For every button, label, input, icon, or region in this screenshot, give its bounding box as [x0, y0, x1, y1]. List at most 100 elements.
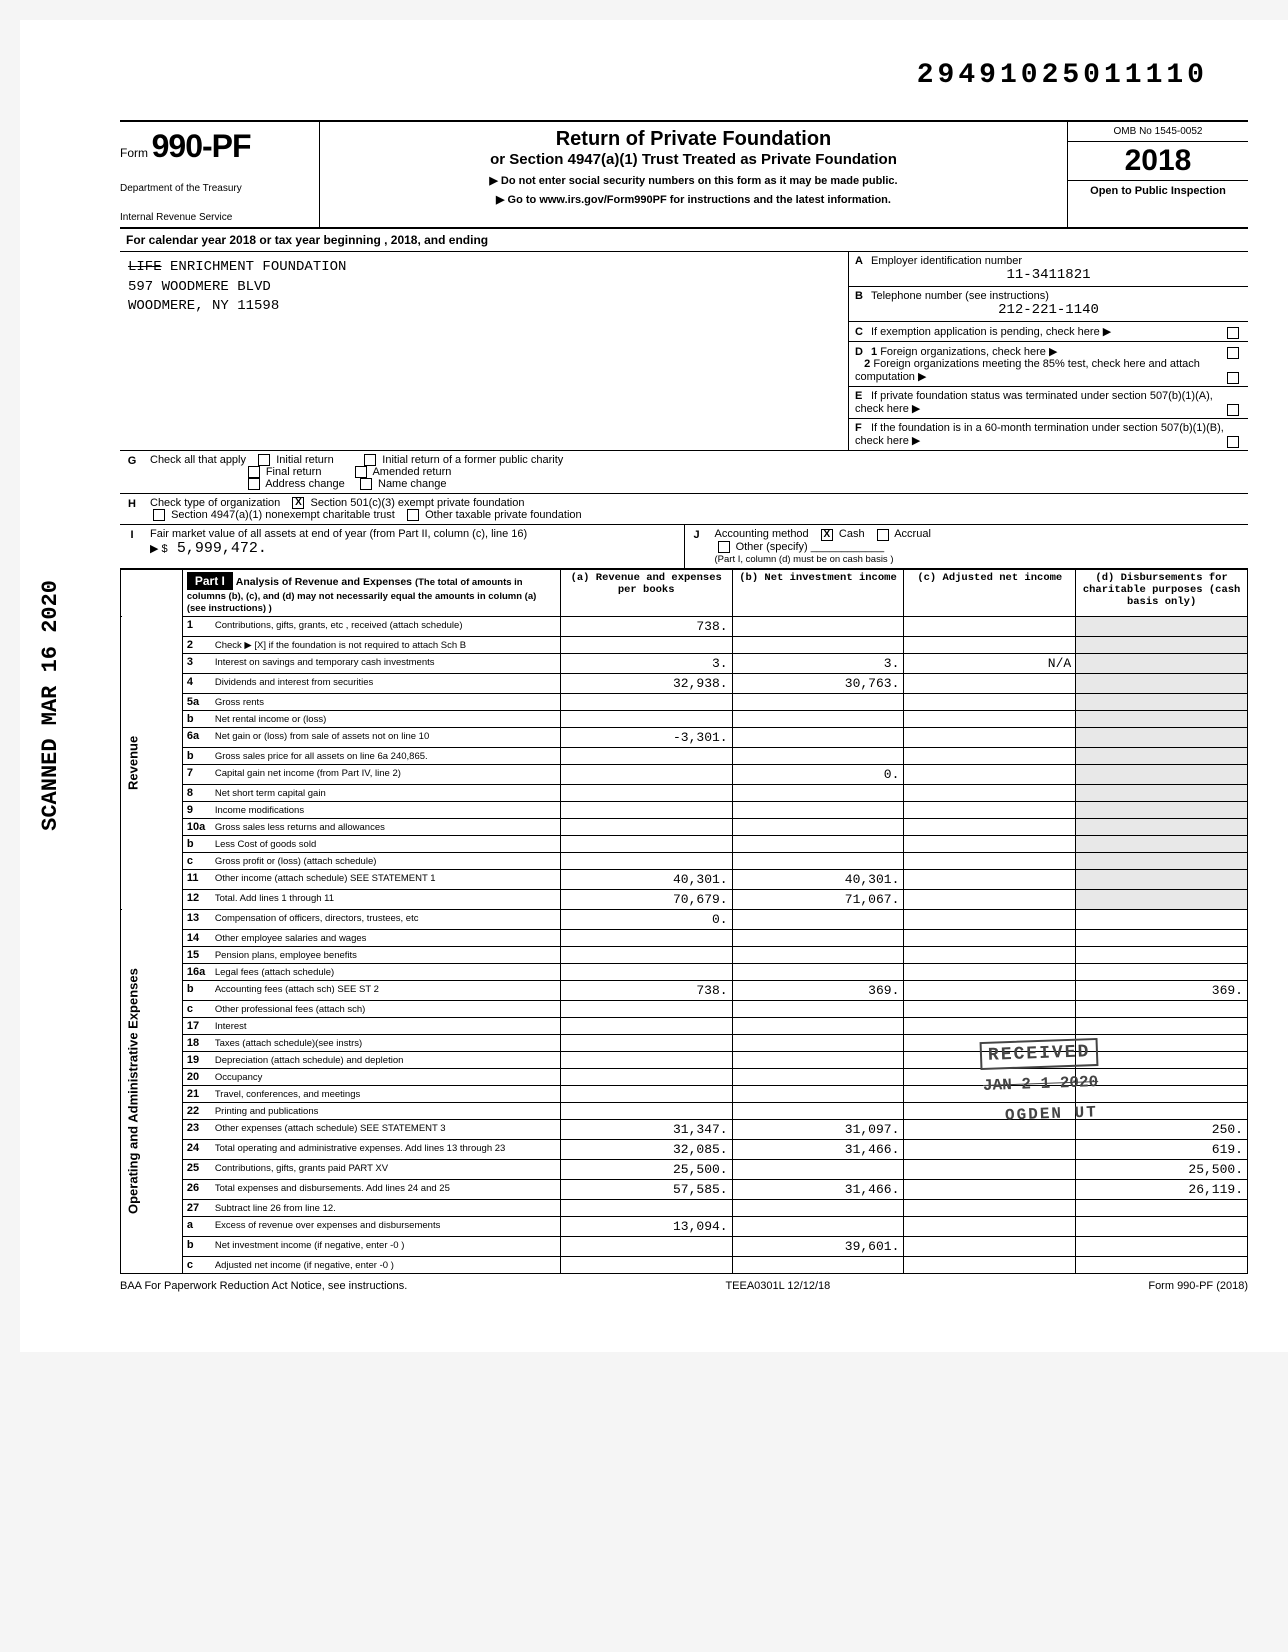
cell-b: [732, 1216, 904, 1236]
cell-a: 3.: [560, 653, 732, 673]
cell-b: [732, 1034, 904, 1051]
cell-a: 32,085.: [560, 1139, 732, 1159]
cell-d: [1076, 636, 1248, 653]
row-desc: bAccounting fees (attach sch) SEE ST 2: [182, 980, 560, 1000]
cell-d: [1076, 1051, 1248, 1068]
g-final-return[interactable]: [248, 466, 260, 478]
cell-d: [1076, 929, 1248, 946]
cell-a: [560, 852, 732, 869]
cell-d: [1076, 1236, 1248, 1256]
table-row: aExcess of revenue over expenses and dis…: [121, 1216, 1248, 1236]
cell-a: 70,679.: [560, 889, 732, 909]
box-b: BTelephone number (see instructions) 212…: [849, 287, 1248, 322]
g-amended[interactable]: [355, 466, 367, 478]
omb-number: OMB No 1545-0052: [1068, 122, 1248, 142]
box-b-label: Telephone number (see instructions): [871, 290, 1049, 302]
cell-d: [1076, 653, 1248, 673]
table-row: 6aNet gain or (loss) from sale of assets…: [121, 727, 1248, 747]
cell-a: [560, 784, 732, 801]
cell-d: 250.: [1076, 1119, 1248, 1139]
ein-value: 11-3411821: [855, 267, 1242, 283]
cell-b: 31,466.: [732, 1139, 904, 1159]
row-desc: 12Total. Add lines 1 through 11: [182, 889, 560, 909]
cell-c: [904, 909, 1076, 929]
row-desc: 14Other employee salaries and wages: [182, 929, 560, 946]
cell-d: [1076, 1085, 1248, 1102]
row-desc: 5aGross rents: [182, 693, 560, 710]
form-header: Form 990-PF Department of the Treasury I…: [120, 120, 1248, 229]
cell-b: [732, 852, 904, 869]
calendar-year-row: For calendar year 2018 or tax year begin…: [120, 229, 1248, 252]
cell-b: [732, 1256, 904, 1273]
cell-a: [560, 1085, 732, 1102]
cell-b: [732, 1102, 904, 1119]
row-desc: 3Interest on savings and temporary cash …: [182, 653, 560, 673]
table-row: 27Subtract line 26 from line 12.: [121, 1199, 1248, 1216]
box-c-checkbox[interactable]: [1227, 327, 1239, 339]
h-other-taxable[interactable]: [407, 509, 419, 521]
box-e-checkbox[interactable]: [1227, 404, 1239, 416]
j-label: Accounting method: [715, 528, 809, 540]
cell-c: [904, 1000, 1076, 1017]
row-desc: cGross profit or (loss) (attach schedule…: [182, 852, 560, 869]
cell-c: [904, 869, 1076, 889]
j-accrual[interactable]: [877, 529, 889, 541]
table-row: 17Interest: [121, 1017, 1248, 1034]
box-d1-checkbox[interactable]: [1227, 347, 1239, 359]
row-desc: bGross sales price for all assets on lin…: [182, 747, 560, 764]
row-desc: 20Occupancy: [182, 1068, 560, 1085]
cell-d: 25,500.: [1076, 1159, 1248, 1179]
g-initial-former[interactable]: [364, 454, 376, 466]
row-desc: 22Printing and publications: [182, 1102, 560, 1119]
open-inspection: Open to Public Inspection: [1068, 181, 1248, 201]
table-row: 10aGross sales less returns and allowanc…: [121, 818, 1248, 835]
footer: BAA For Paperwork Reduction Act Notice, …: [120, 1280, 1248, 1292]
cell-b: [732, 818, 904, 835]
cell-a: [560, 801, 732, 818]
cell-d: [1076, 784, 1248, 801]
cell-c: [904, 801, 1076, 818]
table-row: 9Income modifications: [121, 801, 1248, 818]
cell-d: [1076, 963, 1248, 980]
row-desc: 16aLegal fees (attach schedule): [182, 963, 560, 980]
box-d2-checkbox[interactable]: [1227, 372, 1239, 384]
cell-b: [732, 1068, 904, 1085]
cell-a: [560, 1017, 732, 1034]
received-stamp: RECEIVED: [979, 1038, 1098, 1070]
cell-d: 26,119.: [1076, 1179, 1248, 1199]
row-desc: bNet investment income (if negative, ent…: [182, 1236, 560, 1256]
cell-d: [1076, 747, 1248, 764]
g-name-change[interactable]: [360, 478, 372, 490]
j-note: (Part I, column (d) must be on cash basi…: [715, 554, 894, 565]
form-number: 990-PF: [152, 128, 251, 164]
cell-b: [732, 963, 904, 980]
cell-d: [1076, 818, 1248, 835]
j-other[interactable]: [718, 541, 730, 553]
cell-d: [1076, 869, 1248, 889]
table-row: 11Other income (attach schedule) SEE STA…: [121, 869, 1248, 889]
g-address-change[interactable]: [248, 478, 260, 490]
cell-a: [560, 1000, 732, 1017]
right-info-column: AEmployer identification number 11-34118…: [848, 252, 1248, 450]
h-4947a1[interactable]: [153, 509, 165, 521]
cell-d: [1076, 1068, 1248, 1085]
h-501c3[interactable]: X: [292, 497, 304, 509]
dept-irs: Internal Revenue Service: [120, 212, 311, 223]
table-row: 15Pension plans, employee benefits: [121, 946, 1248, 963]
row-desc: 6aNet gain or (loss) from sale of assets…: [182, 727, 560, 747]
table-row: bLess Cost of goods sold: [121, 835, 1248, 852]
j-cash[interactable]: X: [821, 529, 833, 541]
org-name: ENRICHMENT FOUNDATION: [162, 259, 347, 275]
cell-c: N/A: [904, 653, 1076, 673]
g-initial-return[interactable]: [258, 454, 270, 466]
h-label: Check type of organization: [150, 497, 280, 509]
table-row: cGross profit or (loss) (attach schedule…: [121, 852, 1248, 869]
part1-table: Part I Analysis of Revenue and Expenses …: [120, 569, 1248, 1274]
cell-b: 369.: [732, 980, 904, 1000]
cell-a: [560, 1199, 732, 1216]
row-desc: 25Contributions, gifts, grants paid PART…: [182, 1159, 560, 1179]
cell-d: [1076, 801, 1248, 818]
table-row: cAdjusted net income (if negative, enter…: [121, 1256, 1248, 1273]
cell-a: [560, 818, 732, 835]
box-f-checkbox[interactable]: [1227, 436, 1239, 448]
